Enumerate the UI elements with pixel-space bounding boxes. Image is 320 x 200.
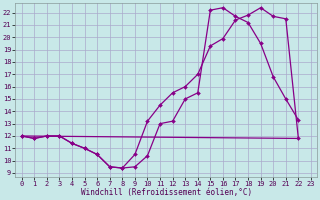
X-axis label: Windchill (Refroidissement éolien,°C): Windchill (Refroidissement éolien,°C) <box>81 188 252 197</box>
